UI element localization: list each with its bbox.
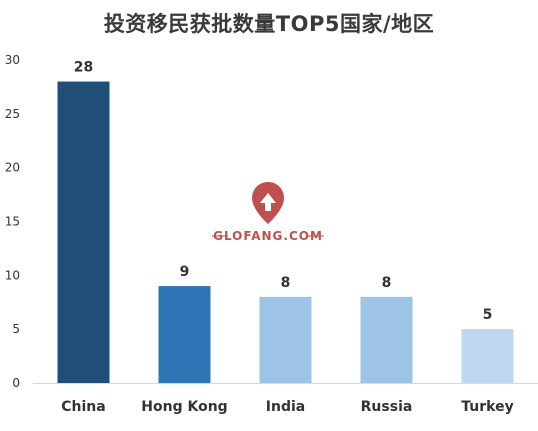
- x-tick-label: Hong Kong: [141, 399, 227, 415]
- y-tick-label: 20: [5, 161, 20, 175]
- y-tick-label: 30: [5, 53, 20, 67]
- x-tick-label: Russia: [361, 399, 413, 415]
- y-tick-label: 15: [5, 215, 20, 229]
- x-tick-label: China: [61, 399, 105, 415]
- bar: [57, 81, 110, 384]
- watermark: GLOFANG.COM: [212, 182, 324, 243]
- y-tick-label: 10: [5, 268, 20, 282]
- x-tick-label: Turkey: [461, 399, 513, 415]
- data-label: 5: [483, 307, 493, 323]
- y-tick-label: 5: [12, 322, 20, 336]
- data-label: 8: [281, 275, 291, 291]
- y-tick-label: 25: [5, 107, 20, 121]
- chart-title: 投资移民获批数量TOP5国家/地区: [103, 12, 435, 36]
- watermark-text: GLOFANG.COM: [213, 229, 323, 243]
- data-label: 9: [180, 264, 190, 280]
- data-label: 28: [74, 60, 93, 76]
- x-tick-label: India: [266, 399, 305, 415]
- plot-area: 0 5 10 15 20 25 30 28 China 9 Hong Kong 8 India 8 Russ…: [5, 53, 538, 415]
- data-label: 8: [382, 275, 392, 291]
- bar: [461, 329, 514, 383]
- y-tick-label: 0: [12, 376, 20, 390]
- watermark-logo-arrow-icon: [260, 193, 276, 211]
- bar: [158, 286, 211, 383]
- bar: [259, 296, 312, 383]
- bar: [360, 296, 413, 383]
